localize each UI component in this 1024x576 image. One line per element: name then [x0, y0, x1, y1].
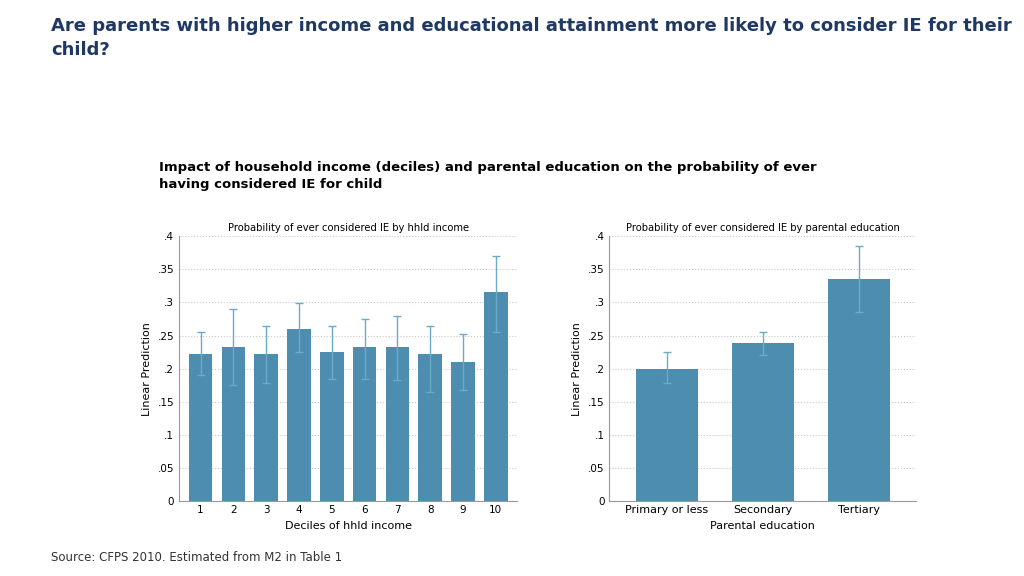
Bar	[352, 347, 377, 501]
Bar	[452, 362, 475, 501]
Text: Are parents with higher income and educational attainment more likely to conside: Are parents with higher income and educa…	[51, 17, 1012, 59]
Bar	[732, 343, 794, 501]
Bar	[636, 369, 698, 501]
Bar	[484, 293, 508, 501]
Title: Probability of ever considered IE by parental education: Probability of ever considered IE by par…	[626, 222, 900, 233]
Title: Probability of ever considered IE by hhld income: Probability of ever considered IE by hhl…	[227, 222, 469, 233]
Text: Impact of household income (deciles) and parental education on the probability o: Impact of household income (deciles) and…	[159, 161, 816, 191]
Bar	[254, 354, 278, 501]
Bar	[827, 279, 890, 501]
Y-axis label: Linear Prediction: Linear Prediction	[142, 322, 153, 415]
Bar	[386, 347, 410, 501]
Bar	[419, 354, 442, 501]
X-axis label: Parental education: Parental education	[711, 521, 815, 531]
Text: Source: CFPS 2010. Estimated from M2 in Table 1: Source: CFPS 2010. Estimated from M2 in …	[51, 551, 342, 564]
Bar	[188, 354, 212, 501]
Bar	[287, 329, 310, 501]
Y-axis label: Linear Prediction: Linear Prediction	[572, 322, 583, 415]
Bar	[221, 347, 245, 501]
Bar	[319, 352, 344, 501]
X-axis label: Deciles of hhld income: Deciles of hhld income	[285, 521, 412, 531]
